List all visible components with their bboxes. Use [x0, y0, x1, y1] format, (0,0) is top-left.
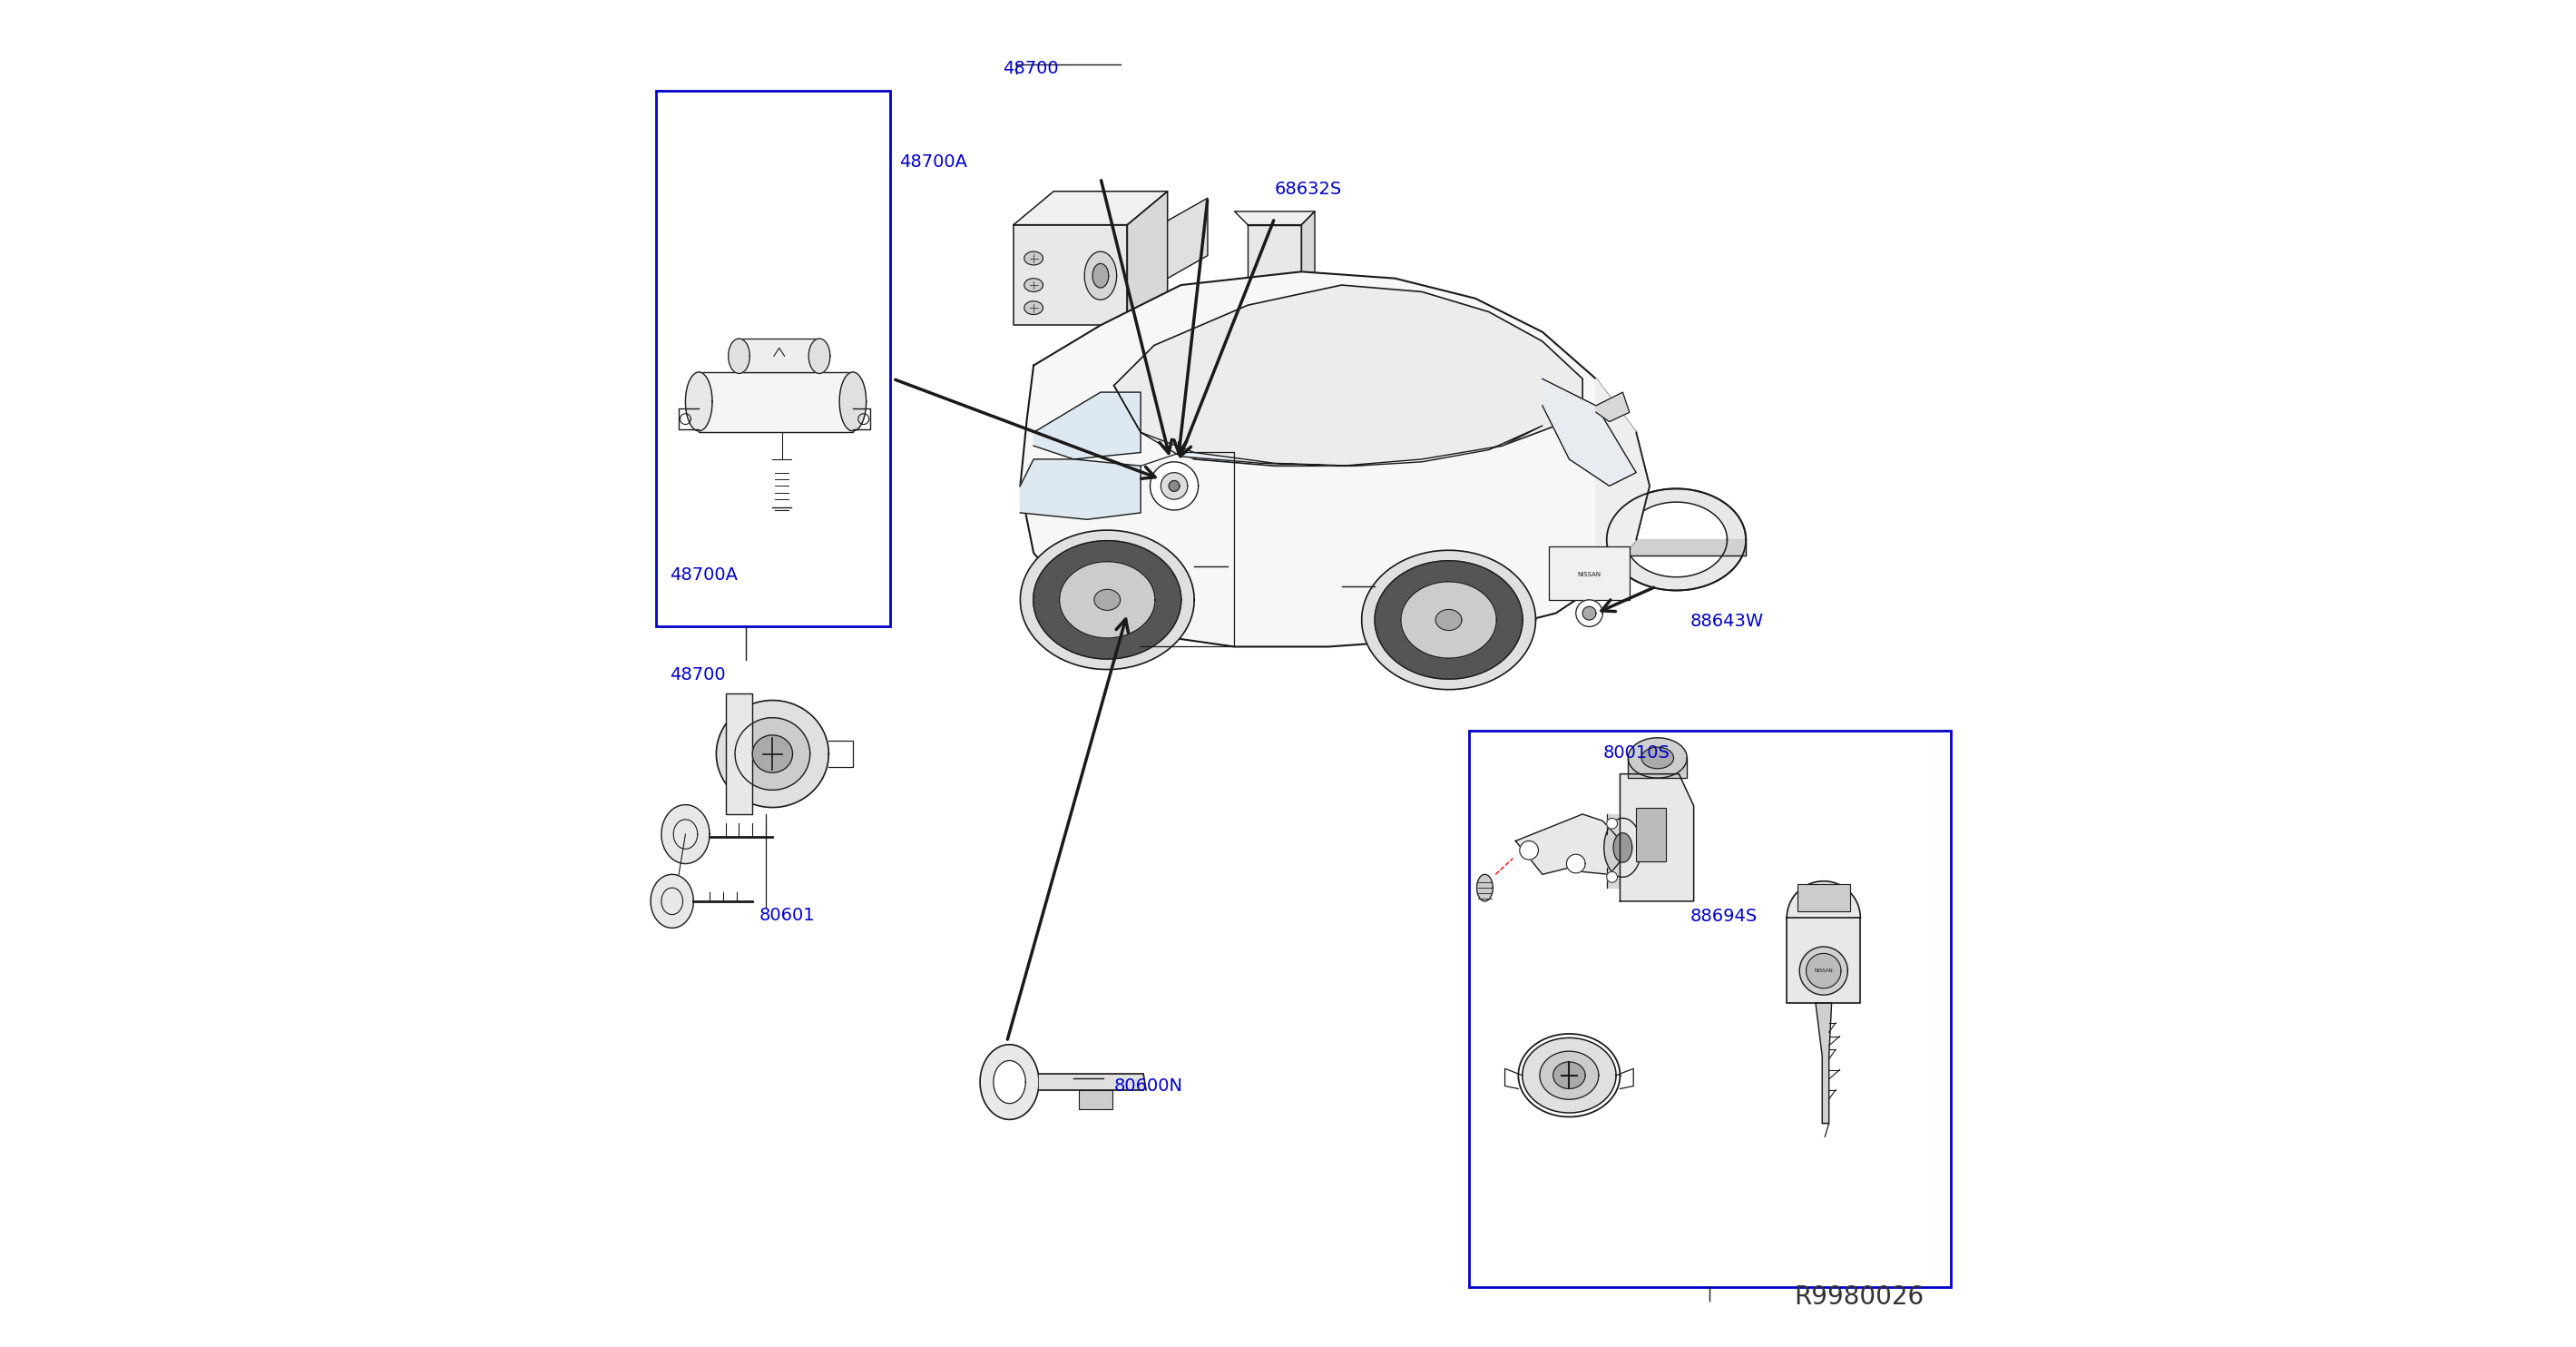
- Text: 80600N: 80600N: [1113, 1078, 1182, 1095]
- Polygon shape: [1113, 286, 1582, 466]
- Bar: [1798, 885, 1850, 912]
- Polygon shape: [1566, 854, 1584, 873]
- Polygon shape: [1020, 459, 1141, 520]
- Polygon shape: [1582, 606, 1597, 620]
- Polygon shape: [1607, 818, 1618, 828]
- Polygon shape: [1605, 818, 1641, 877]
- Polygon shape: [1540, 1051, 1600, 1099]
- Polygon shape: [752, 735, 793, 773]
- Polygon shape: [1025, 302, 1043, 315]
- Polygon shape: [1806, 954, 1842, 989]
- Polygon shape: [716, 700, 829, 807]
- Bar: [726, 694, 752, 814]
- Polygon shape: [1170, 481, 1180, 492]
- Bar: [1636, 807, 1667, 861]
- Text: NISSAN: NISSAN: [1577, 571, 1602, 577]
- Polygon shape: [1234, 211, 1314, 225]
- Polygon shape: [1607, 489, 1747, 590]
- Polygon shape: [1033, 392, 1141, 459]
- Polygon shape: [1628, 758, 1687, 779]
- Polygon shape: [1515, 814, 1631, 874]
- Text: 48700: 48700: [670, 667, 726, 684]
- Polygon shape: [1084, 252, 1115, 300]
- Polygon shape: [1553, 1061, 1584, 1088]
- Polygon shape: [1801, 947, 1847, 995]
- Polygon shape: [1597, 379, 1649, 586]
- Polygon shape: [1025, 252, 1043, 265]
- Polygon shape: [1788, 881, 1860, 917]
- Polygon shape: [1641, 748, 1674, 769]
- Polygon shape: [1522, 1037, 1615, 1113]
- Polygon shape: [1025, 279, 1043, 292]
- Polygon shape: [994, 1060, 1025, 1103]
- Polygon shape: [1607, 540, 1747, 555]
- Text: 88643W: 88643W: [1690, 613, 1765, 630]
- Polygon shape: [1607, 872, 1618, 882]
- Polygon shape: [1363, 551, 1535, 690]
- Text: 80601: 80601: [760, 907, 814, 924]
- Polygon shape: [1162, 473, 1188, 500]
- Polygon shape: [1613, 832, 1633, 862]
- Polygon shape: [1301, 211, 1314, 286]
- Bar: [1548, 547, 1631, 599]
- Text: 48700A: 48700A: [899, 154, 969, 171]
- Polygon shape: [1012, 225, 1128, 325]
- Polygon shape: [1435, 609, 1461, 630]
- Polygon shape: [1038, 1074, 1144, 1090]
- Polygon shape: [1577, 599, 1602, 626]
- Polygon shape: [1012, 191, 1167, 225]
- Polygon shape: [1607, 814, 1620, 834]
- Text: 88694S: 88694S: [1690, 908, 1757, 925]
- Polygon shape: [1092, 264, 1108, 288]
- Polygon shape: [652, 874, 693, 928]
- Text: 68632S: 68632S: [1275, 180, 1342, 198]
- Polygon shape: [1149, 462, 1198, 511]
- Polygon shape: [1247, 225, 1301, 286]
- Polygon shape: [1020, 531, 1195, 669]
- Text: R9980026: R9980026: [1793, 1284, 1924, 1309]
- Polygon shape: [662, 804, 708, 863]
- Text: 48700: 48700: [1002, 59, 1059, 77]
- Polygon shape: [1788, 917, 1860, 1002]
- Text: NISSAN: NISSAN: [1814, 968, 1834, 973]
- Polygon shape: [809, 338, 829, 373]
- Polygon shape: [1597, 392, 1631, 422]
- Polygon shape: [1095, 590, 1121, 610]
- Polygon shape: [979, 1044, 1038, 1119]
- Bar: [698, 372, 853, 432]
- Bar: [1468, 731, 1950, 1286]
- Polygon shape: [1376, 560, 1522, 679]
- Polygon shape: [729, 338, 750, 373]
- Polygon shape: [1401, 582, 1497, 659]
- Polygon shape: [1543, 379, 1636, 486]
- Polygon shape: [1128, 191, 1167, 325]
- Polygon shape: [685, 372, 711, 431]
- Polygon shape: [1607, 867, 1620, 888]
- Bar: [739, 338, 819, 372]
- Polygon shape: [1167, 198, 1208, 279]
- Bar: [1079, 1090, 1113, 1109]
- Polygon shape: [1625, 502, 1726, 577]
- Bar: [657, 90, 891, 626]
- Polygon shape: [734, 718, 809, 791]
- Polygon shape: [1020, 272, 1649, 647]
- Polygon shape: [1113, 385, 1543, 466]
- Polygon shape: [1816, 1002, 1832, 1123]
- Polygon shape: [1628, 738, 1687, 779]
- Polygon shape: [840, 372, 866, 431]
- Polygon shape: [1033, 540, 1182, 659]
- Text: 80010S: 80010S: [1602, 745, 1669, 761]
- Polygon shape: [1620, 775, 1692, 901]
- Polygon shape: [1059, 562, 1154, 638]
- Polygon shape: [1520, 841, 1538, 859]
- Text: 48700A: 48700A: [670, 566, 737, 583]
- Polygon shape: [1476, 874, 1494, 901]
